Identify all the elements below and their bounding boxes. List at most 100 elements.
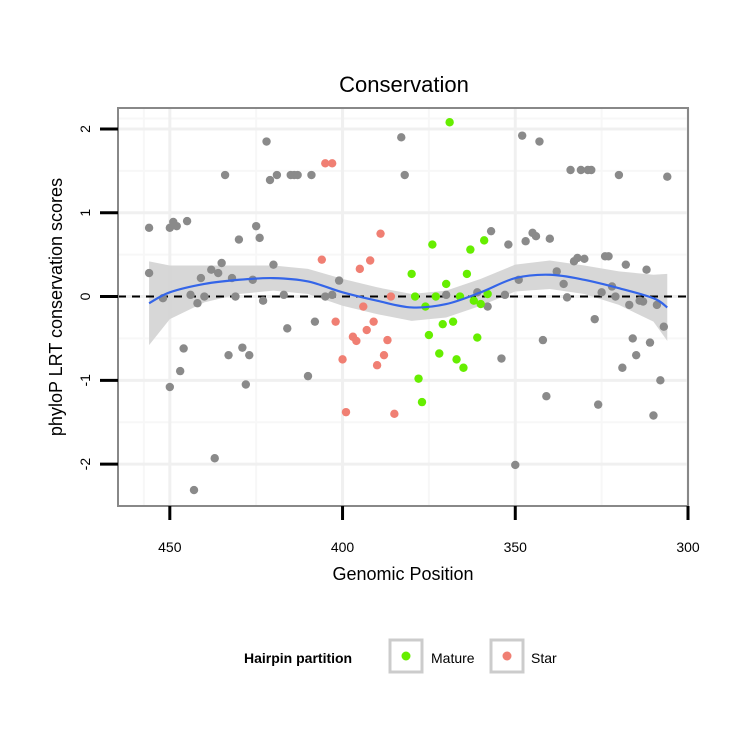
data-point-other bbox=[611, 292, 620, 301]
data-point-other bbox=[562, 293, 572, 302]
confidence-band-area bbox=[149, 260, 668, 346]
data-point-other bbox=[217, 258, 226, 268]
data-point-other bbox=[279, 290, 289, 300]
plot-border bbox=[117, 107, 689, 507]
data-point-star bbox=[390, 409, 399, 419]
data-point-other bbox=[628, 334, 637, 343]
data-point-other bbox=[220, 170, 230, 180]
data-point-other bbox=[604, 252, 613, 261]
y-tick-label: 0 bbox=[77, 292, 93, 300]
data-point-star bbox=[321, 159, 330, 168]
y-axis-label: phyloP LRT conservation scores bbox=[46, 178, 66, 436]
y-tick-label: -1 bbox=[77, 374, 93, 387]
data-point-other bbox=[504, 240, 513, 249]
data-point-other bbox=[652, 300, 662, 310]
data-point-other bbox=[400, 170, 409, 180]
data-point-other bbox=[497, 354, 506, 363]
data-point-star bbox=[379, 350, 389, 360]
x-tick-label: 400 bbox=[331, 539, 355, 555]
data-point-other bbox=[172, 221, 181, 231]
data-point-other bbox=[189, 485, 199, 495]
data-point-star bbox=[341, 407, 351, 417]
data-point-other bbox=[535, 137, 544, 146]
data-point-mature bbox=[431, 292, 441, 301]
data-points bbox=[144, 118, 672, 495]
data-point-mature bbox=[414, 374, 423, 383]
data-point-other bbox=[238, 343, 247, 352]
data-point-other bbox=[241, 380, 251, 389]
data-point-mature bbox=[445, 118, 454, 127]
data-point-mature bbox=[428, 240, 437, 249]
data-point-other bbox=[334, 276, 344, 285]
data-point-other bbox=[210, 454, 219, 463]
legend-title: Hairpin partition bbox=[244, 650, 352, 666]
data-point-mature bbox=[435, 349, 444, 358]
data-point-other bbox=[179, 344, 188, 353]
data-point-other bbox=[321, 292, 330, 301]
y-tick-label: 1 bbox=[77, 209, 93, 217]
data-point-star bbox=[362, 325, 371, 335]
data-point-star bbox=[355, 264, 365, 274]
data-point-other bbox=[580, 254, 589, 264]
data-point-other bbox=[566, 165, 575, 175]
data-point-star bbox=[376, 229, 385, 238]
data-point-other bbox=[245, 350, 254, 360]
data-point-other bbox=[265, 175, 275, 185]
data-point-star bbox=[317, 255, 327, 264]
data-point-other bbox=[165, 382, 175, 392]
data-point-other bbox=[614, 170, 624, 180]
data-point-other bbox=[587, 165, 596, 175]
x-axis-label: Genomic Position bbox=[332, 564, 473, 584]
data-point-mature bbox=[483, 289, 492, 299]
data-point-star bbox=[372, 361, 382, 370]
legend-item-star: Star bbox=[489, 638, 557, 674]
data-point-other bbox=[255, 233, 264, 243]
data-point-other bbox=[545, 234, 555, 243]
data-point-mature bbox=[441, 279, 451, 289]
data-point-other bbox=[486, 226, 496, 236]
data-point-other bbox=[517, 131, 527, 140]
data-point-other bbox=[224, 350, 233, 360]
data-point-other bbox=[283, 324, 292, 333]
data-point-other bbox=[645, 338, 655, 347]
data-point-other bbox=[625, 300, 634, 310]
data-point-mature bbox=[410, 292, 420, 301]
data-point-other bbox=[597, 288, 606, 297]
data-point-other bbox=[590, 314, 599, 324]
data-point-other bbox=[231, 292, 240, 301]
x-tick-label: 350 bbox=[504, 539, 528, 555]
data-point-other bbox=[303, 371, 313, 381]
data-point-other bbox=[659, 322, 669, 331]
data-point-mature bbox=[479, 236, 489, 245]
smooth-curve bbox=[148, 273, 668, 309]
data-point-star bbox=[352, 336, 361, 346]
data-point-other bbox=[649, 411, 658, 420]
data-point-mature bbox=[417, 397, 427, 407]
data-point-other bbox=[175, 366, 185, 376]
data-point-other bbox=[552, 267, 561, 276]
data-point-mature bbox=[438, 319, 447, 329]
data-point-other bbox=[576, 165, 586, 175]
legend-label-mature: Mature bbox=[431, 650, 475, 666]
data-point-star bbox=[327, 159, 337, 168]
data-point-other bbox=[269, 260, 278, 269]
data-point-mature bbox=[407, 269, 416, 279]
data-point-mature bbox=[469, 296, 479, 305]
data-point-mature bbox=[466, 245, 475, 254]
data-point-other bbox=[262, 137, 271, 146]
data-point-other bbox=[656, 376, 665, 385]
data-point-other bbox=[144, 268, 154, 278]
data-point-star bbox=[383, 335, 392, 345]
data-point-mature bbox=[462, 269, 472, 279]
data-point-other bbox=[213, 268, 223, 278]
legend-label-star: Star bbox=[531, 650, 557, 666]
data-point-other bbox=[193, 299, 202, 308]
data-point-other bbox=[663, 172, 672, 181]
legend: Hairpin partition Mature Star bbox=[244, 638, 557, 674]
data-point-other bbox=[483, 302, 492, 311]
smooth-curve-line bbox=[148, 273, 668, 309]
data-point-other bbox=[593, 400, 603, 409]
legend-dot-star bbox=[502, 651, 512, 661]
data-point-other bbox=[631, 350, 641, 360]
